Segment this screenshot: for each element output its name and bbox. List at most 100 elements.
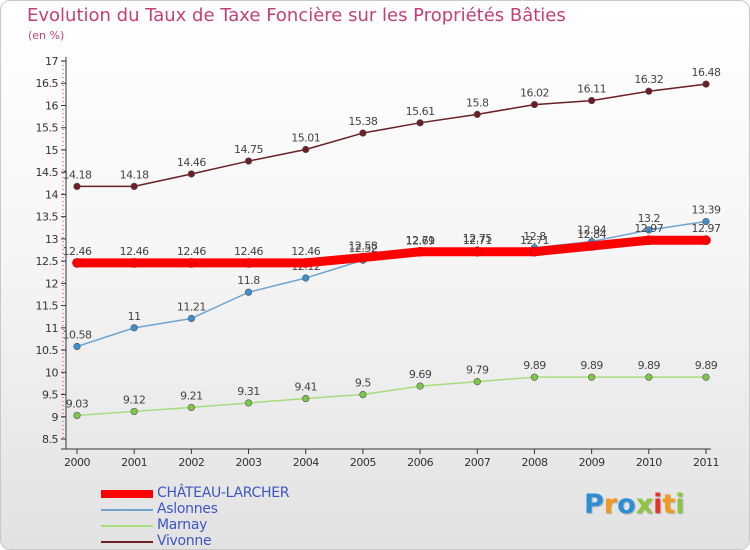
- y-tick-label: 17: [45, 55, 58, 68]
- data-point: [529, 246, 540, 257]
- x-tick-label: 2005: [350, 456, 376, 469]
- data-label: 9.89: [695, 359, 718, 372]
- data-label: 12.52: [348, 242, 377, 255]
- data-label: 12.69: [406, 235, 435, 248]
- logo-letter: i: [675, 489, 685, 520]
- y-tick-label: 11: [45, 322, 58, 335]
- series-line: [72, 235, 711, 268]
- x-tick-label: 2004: [293, 456, 319, 469]
- legend-item-chateau-larcher: CHÂTEAU-LARCHER: [101, 485, 341, 502]
- x-tick-label: 2010: [636, 456, 662, 469]
- data-point: [302, 394, 310, 403]
- y-tick-label: 14: [45, 188, 58, 201]
- series-line: [76, 83, 707, 188]
- data-label: 14.46: [177, 156, 206, 169]
- x-tick-label: 2009: [579, 456, 605, 469]
- data-point: [72, 258, 82, 268]
- data-point: [645, 373, 653, 381]
- legend-swatch: [101, 541, 153, 543]
- data-point: [130, 407, 138, 416]
- data-point: [302, 274, 310, 282]
- legend-label: Marnay: [157, 517, 208, 533]
- data-point: [702, 217, 710, 226]
- data-point: [130, 182, 138, 191]
- data-point: [586, 241, 597, 251]
- y-tick-label: 14.5: [36, 166, 59, 179]
- y-tick-label: 15.5: [36, 122, 59, 135]
- legend-swatch: [101, 509, 153, 511]
- data-point: [473, 110, 481, 118]
- data-point: [645, 87, 653, 95]
- data-label: 9.5: [355, 377, 371, 390]
- y-tick-label: 13: [45, 233, 58, 246]
- data-point: [244, 399, 253, 407]
- data-point: [300, 258, 311, 268]
- data-point: [701, 235, 711, 246]
- data-label: 12.94: [577, 224, 606, 237]
- data-label: 12.46: [291, 245, 320, 258]
- data-label: 16.11: [577, 83, 606, 96]
- data-point: [73, 411, 81, 420]
- chart-title: Evolution du Taux de Taxe Foncière sur l…: [27, 5, 566, 26]
- data-point: [129, 258, 139, 268]
- data-label: 9.41: [294, 381, 317, 394]
- data-point: [187, 403, 195, 412]
- logo-letter: r: [603, 489, 618, 520]
- data-label: 12.46: [120, 245, 149, 258]
- data-point: [416, 382, 424, 390]
- data-point: [645, 226, 653, 234]
- x-tick-label: 2007: [464, 456, 490, 469]
- data-label: 15.8: [466, 96, 489, 109]
- logo-letter: o: [617, 489, 636, 520]
- y-tick-label: 13.5: [36, 211, 59, 224]
- data-point: [473, 378, 481, 386]
- data-point: [472, 246, 483, 257]
- data-point: [702, 80, 710, 88]
- data-point: [186, 258, 197, 268]
- data-label: 12.84: [577, 228, 606, 241]
- data-label: 9.12: [123, 393, 146, 406]
- data-label: 12.71: [406, 234, 435, 247]
- data-label: 12.58: [348, 240, 377, 253]
- data-point: [302, 145, 310, 154]
- proxiti-logo: Proxiti: [584, 489, 685, 520]
- chart-legend: CHÂTEAU-LARCHER Aslonnes Marnay Vivonne: [101, 485, 341, 549]
- data-point: [187, 170, 195, 178]
- data-label: 9.89: [523, 359, 546, 372]
- data-label: 10.58: [63, 329, 92, 342]
- data-label: 15.61: [406, 105, 435, 118]
- y-tick-label: 16.5: [36, 77, 59, 90]
- data-point: [73, 342, 81, 351]
- legend-swatch: [101, 525, 153, 527]
- data-point: [588, 373, 596, 381]
- x-tick-label: 2003: [236, 456, 262, 469]
- data-label: 14.18: [63, 168, 92, 181]
- y-tick-label: 12.5: [36, 255, 59, 268]
- data-point: [415, 246, 425, 257]
- x-tick-label: 2008: [521, 456, 547, 469]
- data-label: 13.2: [638, 212, 661, 225]
- data-label: 16.32: [634, 73, 663, 86]
- data-point: [702, 373, 710, 381]
- data-point: [358, 252, 368, 263]
- data-point: [243, 258, 254, 268]
- y-tick-label: 8.5: [42, 433, 58, 446]
- data-point: [588, 96, 596, 105]
- data-label: 9.31: [237, 385, 260, 398]
- data-label: 9.21: [180, 389, 203, 402]
- logo-letter: P: [584, 489, 604, 520]
- data-label: 9.89: [638, 359, 661, 372]
- data-label: 16.02: [520, 87, 549, 100]
- x-tick-label: 2001: [121, 456, 147, 469]
- logo-letter: i: [653, 489, 663, 520]
- x-tick-label: 2000: [64, 456, 90, 469]
- data-point: [359, 390, 367, 399]
- data-point: [416, 119, 424, 127]
- data-point: [530, 373, 539, 381]
- logo-letter: x: [635, 489, 654, 520]
- data-label: 12.97: [634, 222, 663, 235]
- legend-label: Aslonnes: [157, 501, 218, 517]
- legend-swatch: [101, 490, 153, 498]
- data-label: 12.71: [520, 234, 549, 247]
